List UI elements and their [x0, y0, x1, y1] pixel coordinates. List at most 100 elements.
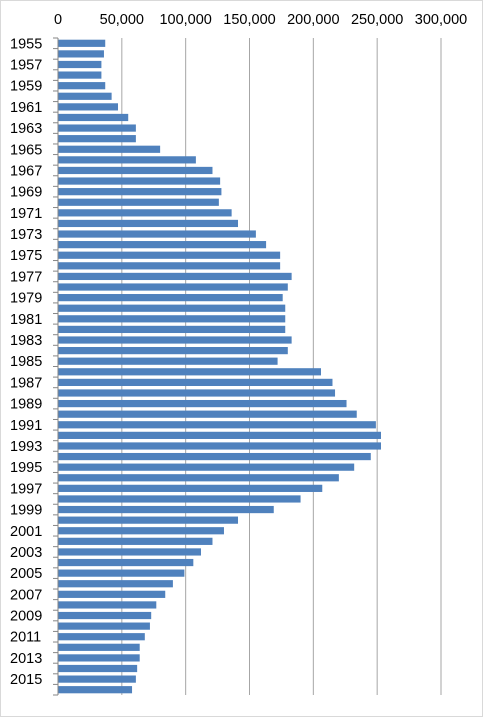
bar-1980 — [58, 304, 286, 312]
bar-1981 — [58, 315, 286, 323]
bar-1989 — [58, 399, 347, 408]
bar-1964 — [58, 135, 136, 143]
y-tick-label: 1989 — [10, 397, 42, 413]
bar-1991 — [58, 421, 376, 429]
y-tick-label: 1975 — [10, 248, 42, 264]
bar-1958 — [58, 71, 102, 79]
y-tick-label: 1963 — [10, 121, 42, 137]
bar-1999 — [58, 505, 274, 514]
x-tick-label: 250,000 — [351, 12, 403, 28]
bar-1966 — [58, 156, 196, 164]
bar-1995 — [58, 463, 355, 471]
y-tick-label: 2015 — [10, 672, 42, 688]
bar-1975 — [58, 251, 281, 259]
bar-2016 — [58, 686, 133, 694]
y-tick-label: 1955 — [10, 36, 42, 52]
x-tick-label: 200,000 — [287, 12, 339, 28]
bar-1974 — [58, 241, 267, 249]
bar-1969 — [58, 188, 222, 196]
bar-1997 — [58, 484, 323, 492]
y-tick-label: 1995 — [10, 460, 42, 476]
bar-2006 — [58, 580, 173, 588]
x-tick-label: 100,000 — [159, 12, 211, 28]
bar-2000 — [58, 516, 239, 524]
bar-1990 — [58, 410, 357, 418]
bar-1971 — [58, 209, 232, 217]
bar-2008 — [58, 601, 157, 609]
bar-1985 — [58, 357, 278, 365]
y-tick-label: 2001 — [10, 524, 42, 540]
bar-2005 — [58, 569, 185, 577]
bar-1979 — [58, 294, 283, 302]
gridlines — [121, 38, 442, 695]
bar-1968 — [58, 177, 221, 185]
bar-1956 — [58, 50, 104, 58]
x-tick-label: 50,000 — [100, 12, 144, 28]
y-tick-label: 1981 — [10, 312, 42, 328]
tick-labels: 0 50,000 100,000 150,000 200,000 250,000 300,0… — [10, 12, 467, 688]
y-tick-label: 1965 — [10, 142, 42, 158]
y-tick-label: 1961 — [10, 100, 42, 116]
bar-2014 — [58, 664, 138, 673]
y-tick-label: 1959 — [10, 79, 42, 95]
bar-1977 — [58, 272, 292, 281]
bar-2007 — [58, 590, 166, 598]
y-tick-label: 1991 — [10, 418, 42, 434]
y-tick-label: 1979 — [10, 291, 42, 307]
y-tick-label: 2009 — [10, 609, 42, 625]
bar-2001 — [58, 527, 224, 535]
bar-1976 — [58, 262, 281, 270]
bar-2002 — [58, 537, 213, 545]
y-tick-label: 2013 — [10, 651, 42, 667]
y-tick-label: 2011 — [10, 630, 41, 646]
bar-1973 — [58, 230, 256, 238]
bar-1972 — [58, 219, 239, 228]
y-tick-label: 1967 — [10, 163, 42, 179]
bar-1996 — [58, 474, 339, 482]
y-tick-label: 1983 — [10, 333, 42, 349]
y-tick-label: 1971 — [10, 206, 42, 222]
y-tick-label: 1993 — [10, 439, 42, 455]
bar-1960 — [58, 92, 112, 100]
y-tick-label: 1987 — [10, 375, 42, 391]
bar-2009 — [58, 611, 152, 620]
y-tick-label: 1999 — [10, 503, 42, 519]
bar-1993 — [58, 442, 381, 450]
y-tick-label: 2005 — [10, 566, 42, 582]
y-tick-label: 1957 — [10, 57, 42, 73]
bar-1998 — [58, 495, 301, 503]
x-tick-label: 0 — [54, 12, 62, 28]
bar-1983 — [58, 336, 292, 344]
bar-1992 — [58, 431, 381, 439]
bar-1970 — [58, 198, 219, 206]
bar-1963 — [58, 124, 136, 132]
bar-1955 — [58, 39, 106, 47]
bar-2010 — [58, 622, 150, 630]
bar-1965 — [58, 145, 161, 153]
bar-1994 — [58, 452, 371, 461]
y-tick-label: 1973 — [10, 227, 42, 243]
y-tick-label: 2003 — [10, 545, 42, 561]
y-tick-label: 1969 — [10, 185, 42, 201]
bar-1961 — [58, 103, 119, 111]
bar-1984 — [58, 347, 288, 355]
bar-2004 — [58, 558, 194, 567]
y-tick-label: 1997 — [10, 481, 42, 497]
bar-1987 — [58, 378, 333, 386]
bar-1967 — [58, 166, 213, 175]
y-tick-label: 1985 — [10, 354, 42, 370]
bar-1982 — [58, 325, 286, 334]
bar-1988 — [58, 389, 336, 397]
x-tick-label: 300,000 — [415, 12, 467, 28]
bars — [58, 39, 381, 694]
bar-1957 — [58, 60, 102, 69]
y-tick-label: 1977 — [10, 269, 42, 285]
x-tick-label: 150,000 — [223, 12, 275, 28]
bar-2013 — [58, 654, 140, 662]
y-tick-label: 2007 — [10, 587, 42, 603]
bar-1986 — [58, 368, 321, 376]
axes — [53, 37, 59, 696]
bar-2003 — [58, 548, 201, 556]
